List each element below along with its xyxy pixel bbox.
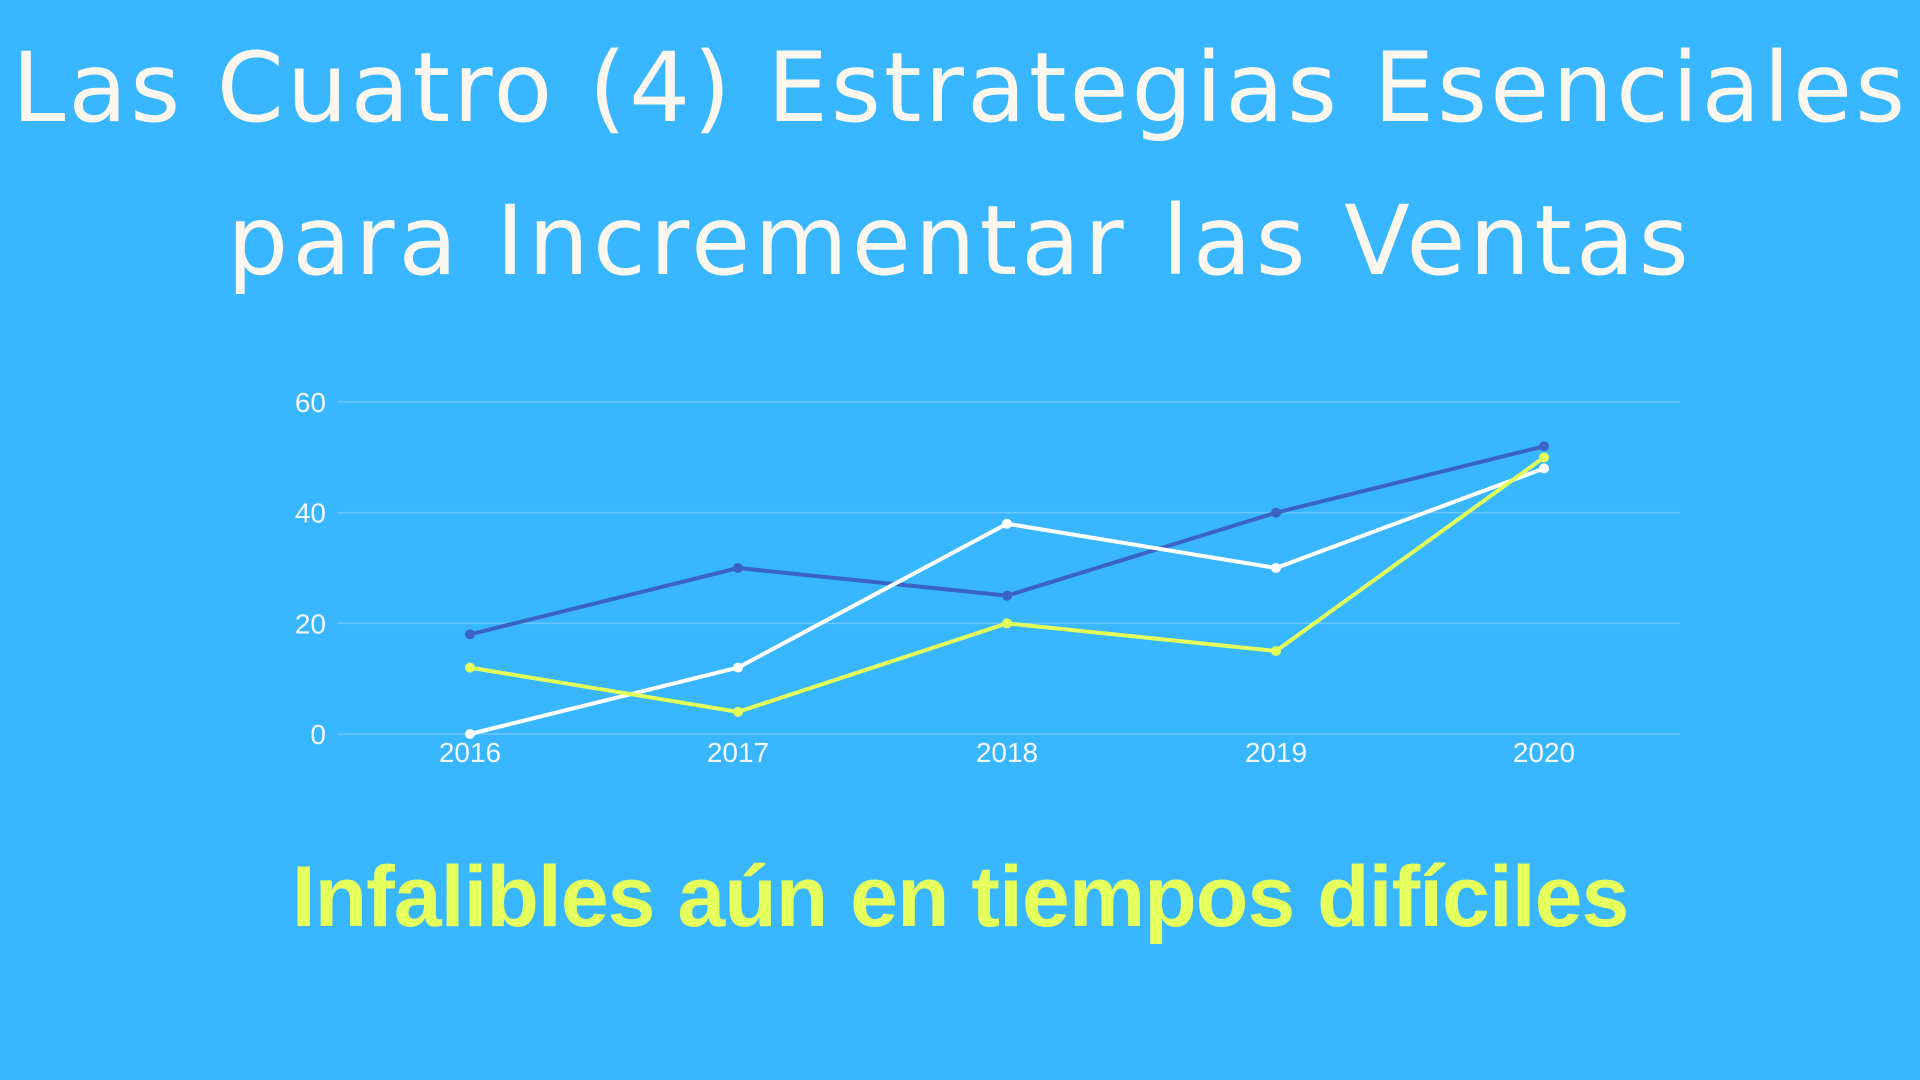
- series-line: [465, 441, 1549, 640]
- data-point: [733, 706, 743, 717]
- chart-gridlines: [337, 401, 1680, 735]
- series-line: [465, 463, 1549, 739]
- data-point: [733, 662, 743, 673]
- y-tick-label: 0: [310, 719, 326, 750]
- data-point: [465, 629, 475, 640]
- y-tick-label: 60: [295, 387, 326, 418]
- x-tick-label: 2016: [439, 737, 501, 768]
- data-point: [1271, 563, 1281, 573]
- series-path: [469, 444, 1545, 637]
- data-point: [1002, 518, 1012, 529]
- y-tick-label: 20: [295, 608, 326, 639]
- x-tick-label: 2018: [976, 737, 1038, 768]
- data-point: [1002, 618, 1012, 629]
- data-point: [1539, 452, 1549, 463]
- title-line-2: para Incrementar las Ventas: [227, 185, 1693, 297]
- data-point: [1539, 463, 1549, 474]
- data-point: [465, 729, 475, 739]
- x-tick-label: 2020: [1513, 737, 1575, 768]
- series-line: [465, 452, 1549, 717]
- chart-series: [465, 441, 1549, 739]
- series-path: [469, 455, 1546, 714]
- title-line-1: Las Cuatro (4) Estrategias Esenciales: [11, 32, 1909, 144]
- data-point: [465, 662, 475, 673]
- y-axis-ticks: 0 20 40 60: [295, 387, 326, 750]
- x-tick-label: 2017: [707, 737, 769, 768]
- data-point: [733, 563, 743, 573]
- data-point: [1002, 590, 1012, 601]
- data-point: [1271, 507, 1281, 518]
- subtitle: Infalibles aún en tiempos difíciles: [291, 849, 1630, 945]
- data-point: [1539, 441, 1549, 452]
- x-axis-ticks: 2016 2017 2018 2019 2020: [439, 737, 1575, 768]
- data-point: [1271, 646, 1281, 656]
- x-tick-label: 2019: [1245, 737, 1307, 768]
- y-tick-label: 40: [295, 498, 326, 529]
